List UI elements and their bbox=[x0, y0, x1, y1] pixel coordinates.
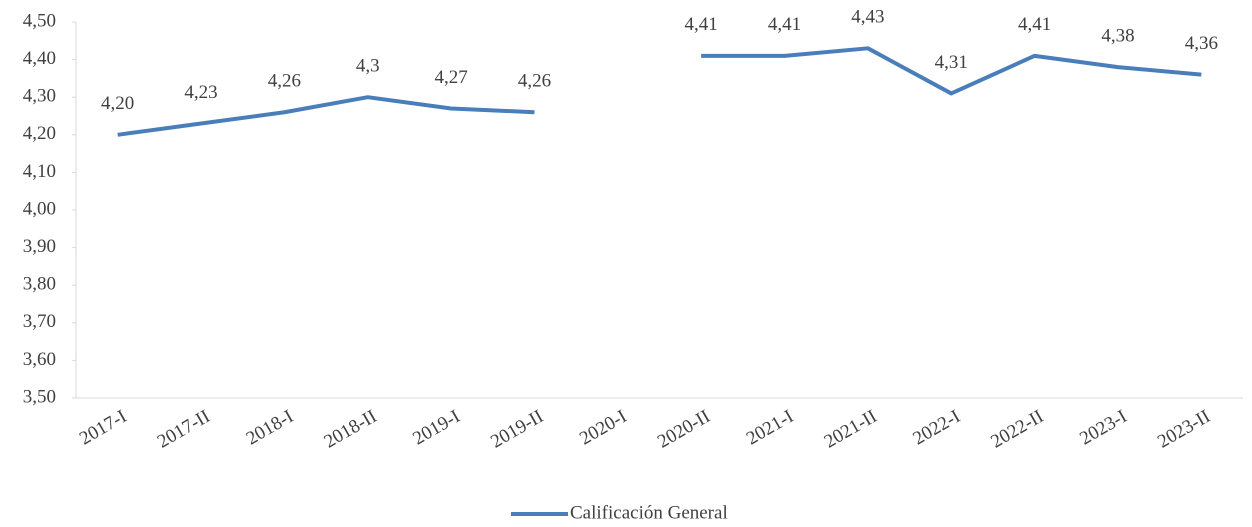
data-label: 4,31 bbox=[935, 52, 968, 73]
y-tick-label: 3,70 bbox=[23, 311, 56, 332]
y-tick-label: 3,90 bbox=[23, 236, 56, 257]
x-tick-label: 2022-II bbox=[987, 406, 1047, 453]
y-tick-label: 4,30 bbox=[23, 86, 56, 107]
x-tick-label: 2017-II bbox=[154, 406, 214, 453]
legend-label: Calificación General bbox=[570, 502, 728, 523]
data-label: 4,43 bbox=[851, 7, 884, 28]
data-label: 4,41 bbox=[768, 14, 801, 35]
x-tick-label: 2021-I bbox=[743, 406, 797, 450]
y-tick-label: 4,50 bbox=[23, 10, 56, 31]
y-tick-label: 4,40 bbox=[23, 48, 56, 69]
x-tick-label: 2023-I bbox=[1076, 406, 1130, 450]
y-tick-label: 4,10 bbox=[23, 161, 56, 182]
x-tick-label: 2022-I bbox=[910, 406, 964, 450]
y-tick-label: 4,20 bbox=[23, 123, 56, 144]
x-tick-label: 2018-I bbox=[243, 406, 297, 450]
y-tick-label: 3,80 bbox=[23, 274, 56, 295]
x-tick-label: 2020-I bbox=[576, 406, 630, 450]
data-label: 4,27 bbox=[434, 67, 467, 88]
data-label: 4,26 bbox=[268, 71, 301, 92]
data-line bbox=[117, 46, 1202, 137]
x-tick-label: 2020-II bbox=[654, 406, 714, 453]
data-label: 4,23 bbox=[184, 82, 217, 103]
data-label: 4,20 bbox=[101, 93, 134, 114]
x-tick-label: 2019-I bbox=[409, 406, 463, 450]
data-label: 4,38 bbox=[1101, 25, 1134, 46]
data-label: 4,41 bbox=[1018, 14, 1051, 35]
y-tick-label: 4,00 bbox=[23, 198, 56, 219]
data-label: 4,36 bbox=[1185, 33, 1218, 54]
y-tick-label: 3,60 bbox=[23, 349, 56, 370]
x-tick-label: 2019-II bbox=[487, 406, 547, 453]
x-tick-label: 2023-II bbox=[1154, 406, 1214, 453]
data-label: 4,26 bbox=[518, 71, 551, 92]
x-tick-label: 2018-II bbox=[321, 406, 381, 453]
data-label: 4,41 bbox=[685, 14, 718, 35]
y-tick-label: 3,50 bbox=[23, 386, 56, 407]
data-label: 4,3 bbox=[356, 56, 380, 77]
x-tick-label: 2017-I bbox=[76, 406, 130, 450]
x-tick-label: 2021-II bbox=[821, 406, 881, 453]
